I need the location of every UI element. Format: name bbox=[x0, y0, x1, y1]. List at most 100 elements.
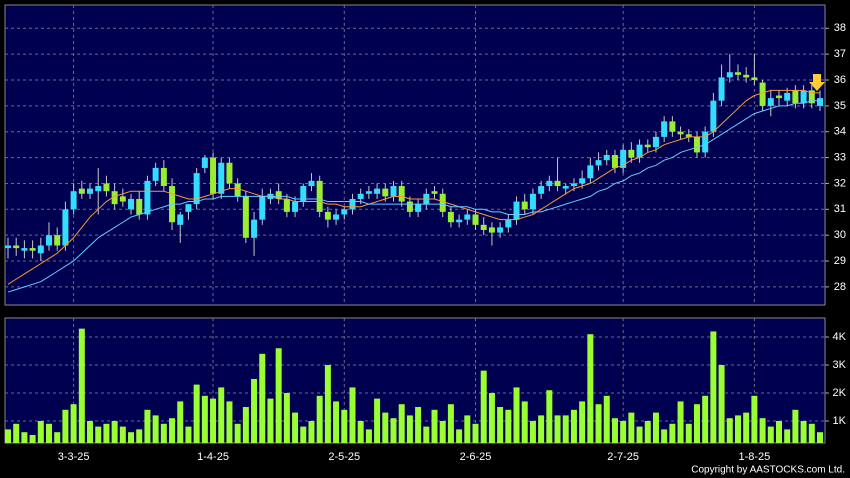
volume-bar bbox=[423, 426, 430, 443]
candle-body bbox=[29, 248, 36, 251]
volume-bar bbox=[628, 412, 635, 443]
volume-bar bbox=[210, 398, 217, 443]
y-tick-label: 35 bbox=[834, 100, 846, 112]
candle-body bbox=[767, 98, 774, 106]
candle-body bbox=[677, 131, 684, 135]
volume-bar bbox=[128, 432, 135, 443]
candle-body bbox=[283, 198, 290, 212]
candle-body bbox=[652, 136, 659, 148]
volume-bar bbox=[529, 421, 536, 443]
x-tick-label: 2-7-25 bbox=[607, 451, 639, 463]
volume-bar bbox=[611, 418, 618, 443]
volume-bar bbox=[185, 426, 192, 443]
candle-body bbox=[324, 211, 331, 220]
candle-body bbox=[87, 188, 94, 194]
volume-bar bbox=[259, 353, 266, 443]
candle-body bbox=[46, 235, 53, 246]
volume-bar bbox=[333, 401, 340, 443]
candle-body bbox=[390, 186, 397, 197]
candle-body bbox=[292, 201, 299, 212]
candle-body bbox=[743, 74, 750, 78]
volume-bar bbox=[554, 415, 561, 443]
candle-body bbox=[456, 219, 463, 223]
y-tick-label: 31 bbox=[834, 203, 846, 215]
volume-bar bbox=[652, 412, 659, 443]
candle-body bbox=[415, 204, 422, 212]
candle-body bbox=[759, 82, 766, 106]
candle-body bbox=[398, 186, 405, 202]
volume-bar bbox=[693, 404, 700, 443]
y-tick-label: 2K bbox=[833, 387, 847, 399]
candle-body bbox=[505, 219, 512, 228]
volume-bar bbox=[562, 415, 569, 443]
candle-body bbox=[669, 121, 676, 132]
candle-body bbox=[201, 157, 208, 168]
volume-bar bbox=[620, 421, 627, 443]
candle-body bbox=[579, 178, 586, 184]
candle-body bbox=[349, 198, 356, 210]
volume-bar bbox=[341, 409, 348, 443]
copyright: Copyright by AASTOCKS.com Ltd. bbox=[691, 465, 845, 476]
candle-body bbox=[316, 180, 323, 212]
candle-body bbox=[562, 186, 569, 189]
volume-bar bbox=[718, 365, 725, 443]
candle-body bbox=[439, 193, 446, 212]
volume-bar bbox=[160, 423, 167, 443]
candle-body bbox=[693, 136, 700, 153]
price-panel bbox=[4, 4, 826, 306]
y-tick-label: 36 bbox=[834, 74, 846, 86]
volume-bar bbox=[300, 426, 307, 443]
y-tick-label: 38 bbox=[834, 22, 846, 34]
volume-bar bbox=[283, 393, 290, 443]
candle-body bbox=[218, 162, 225, 194]
candle-body bbox=[177, 214, 184, 225]
candle-body bbox=[587, 165, 594, 179]
volume-bar bbox=[267, 398, 274, 443]
volume-bar bbox=[579, 401, 586, 443]
volume-bar bbox=[595, 404, 602, 443]
x-tick-label: 3-3-25 bbox=[58, 451, 90, 463]
candle-body bbox=[702, 131, 709, 153]
volume-bar bbox=[234, 423, 241, 443]
volume-bar bbox=[513, 387, 520, 443]
volume-bar bbox=[46, 423, 53, 443]
candle-body bbox=[710, 100, 717, 132]
candle-body bbox=[193, 173, 200, 205]
candle-body bbox=[620, 149, 627, 168]
volume-bar bbox=[103, 423, 110, 443]
volume-bar bbox=[456, 429, 463, 443]
volume-bar bbox=[800, 421, 807, 443]
candle-body bbox=[103, 183, 110, 192]
volume-bar bbox=[817, 432, 823, 443]
volume-bar bbox=[349, 387, 356, 443]
candle-body bbox=[464, 214, 471, 220]
volume-bar bbox=[775, 421, 782, 443]
volume-bar bbox=[464, 415, 471, 443]
candle-body bbox=[70, 191, 77, 210]
volume-bar bbox=[644, 421, 651, 443]
candle-body bbox=[661, 121, 668, 137]
volume-bar bbox=[406, 415, 413, 443]
volume-bar bbox=[661, 429, 668, 443]
candle-body bbox=[406, 201, 413, 212]
volume-bar bbox=[275, 348, 282, 443]
candle-body bbox=[300, 186, 307, 202]
candle-body bbox=[54, 235, 61, 246]
volume-bar bbox=[136, 429, 143, 443]
candle-body bbox=[62, 209, 69, 246]
candle-body bbox=[800, 90, 807, 104]
candle-body bbox=[431, 191, 438, 194]
candle-body bbox=[275, 191, 282, 199]
volume-bar bbox=[398, 404, 405, 443]
volume-bar bbox=[70, 404, 77, 443]
candle-body bbox=[13, 245, 20, 249]
candle-body bbox=[628, 149, 635, 158]
candle-body bbox=[259, 196, 266, 220]
candle-body bbox=[251, 219, 258, 238]
candle-body bbox=[382, 188, 389, 197]
volume-bar bbox=[792, 409, 799, 443]
volume-bar bbox=[390, 418, 397, 443]
candle-body bbox=[546, 180, 553, 187]
